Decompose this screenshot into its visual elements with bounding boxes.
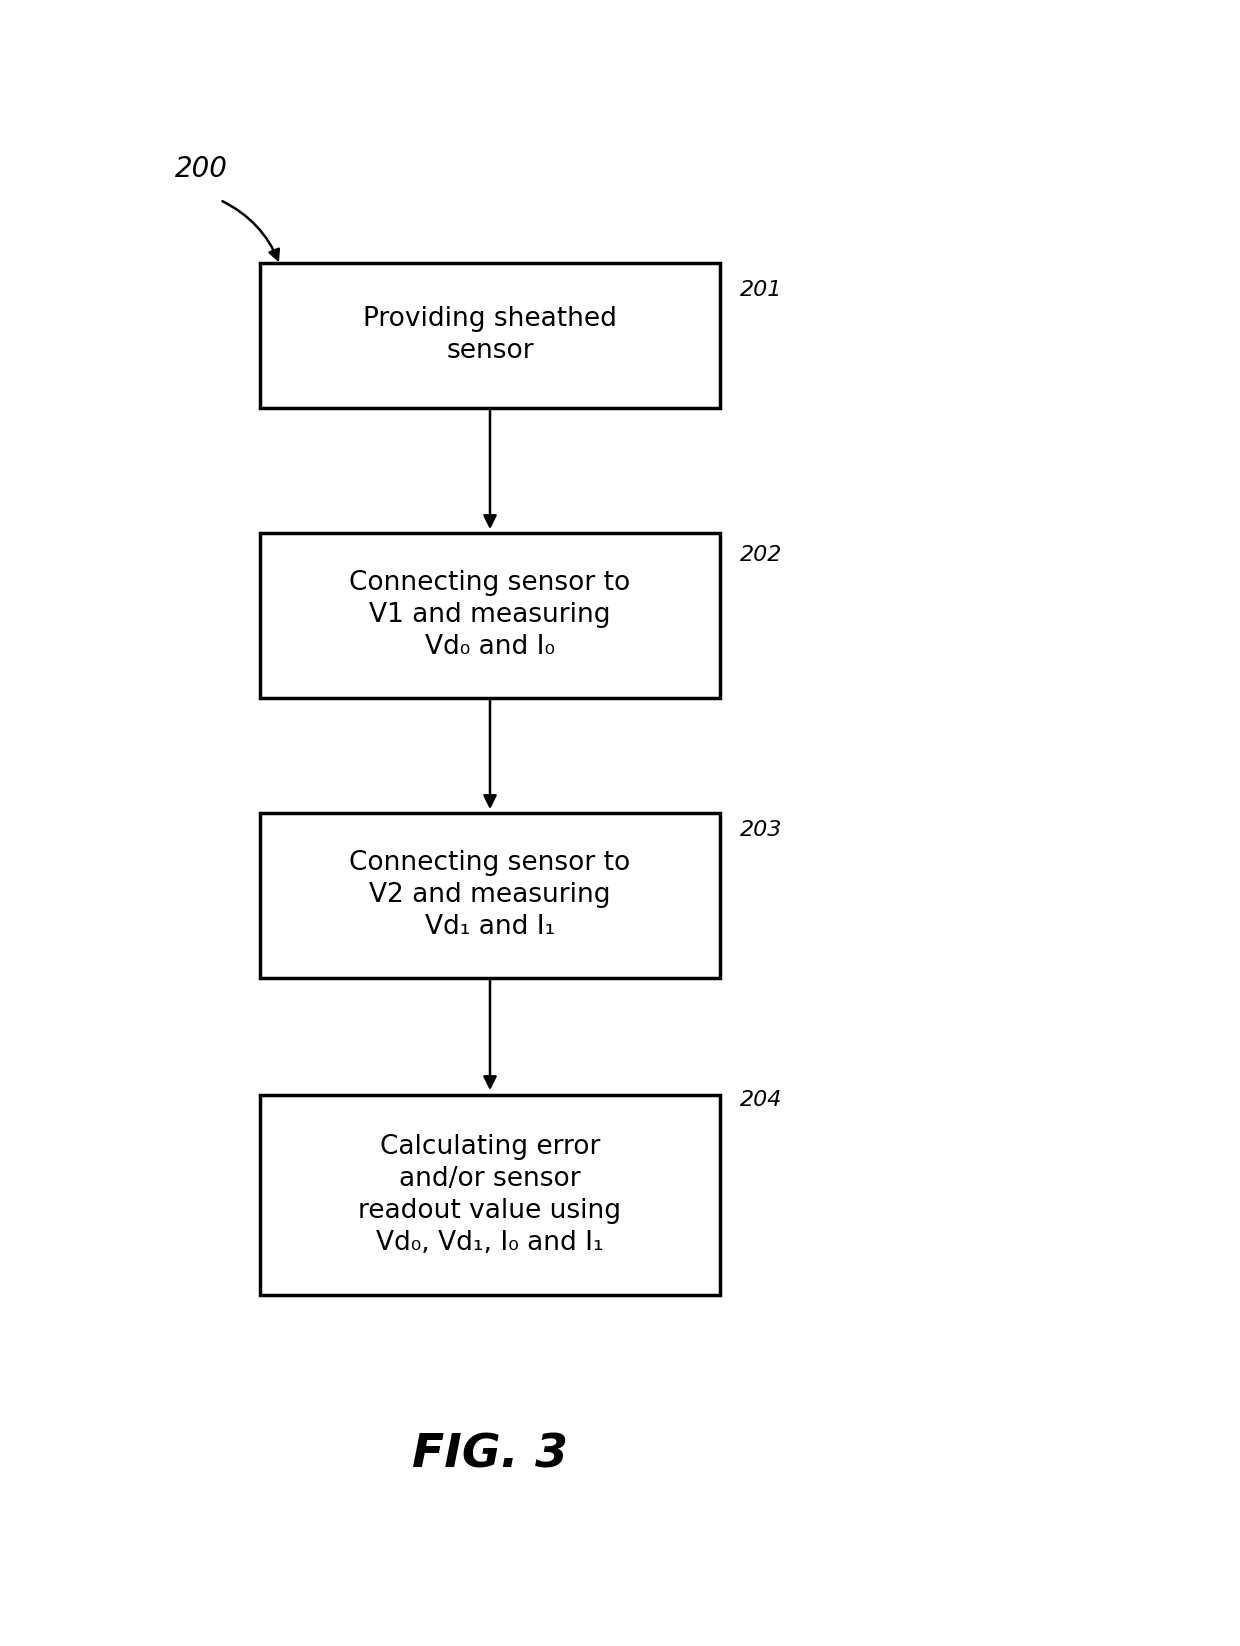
Bar xyxy=(260,533,720,698)
Text: and/or sensor: and/or sensor xyxy=(399,1165,580,1192)
Text: sensor: sensor xyxy=(446,337,533,364)
Text: 202: 202 xyxy=(740,545,782,565)
Text: 204: 204 xyxy=(740,1090,782,1109)
Text: Connecting sensor to: Connecting sensor to xyxy=(350,849,631,876)
Text: FIG. 3: FIG. 3 xyxy=(412,1432,568,1478)
Text: V1 and measuring: V1 and measuring xyxy=(370,602,611,629)
Text: Calculating error: Calculating error xyxy=(379,1134,600,1160)
Text: 203: 203 xyxy=(740,820,782,839)
Text: Vd₁ and I₁: Vd₁ and I₁ xyxy=(425,914,556,940)
Text: 200: 200 xyxy=(175,155,228,183)
Bar xyxy=(260,813,720,978)
Text: readout value using: readout value using xyxy=(358,1198,621,1225)
Text: Vd₀, Vd₁, I₀ and I₁: Vd₀, Vd₁, I₀ and I₁ xyxy=(376,1230,604,1256)
Bar xyxy=(260,262,720,408)
Text: Providing sheathed: Providing sheathed xyxy=(363,306,618,332)
Bar xyxy=(260,1095,720,1295)
Text: 201: 201 xyxy=(740,280,782,300)
Text: Connecting sensor to: Connecting sensor to xyxy=(350,570,631,596)
Text: Vd₀ and I₀: Vd₀ and I₀ xyxy=(425,634,556,660)
Text: V2 and measuring: V2 and measuring xyxy=(370,882,611,909)
